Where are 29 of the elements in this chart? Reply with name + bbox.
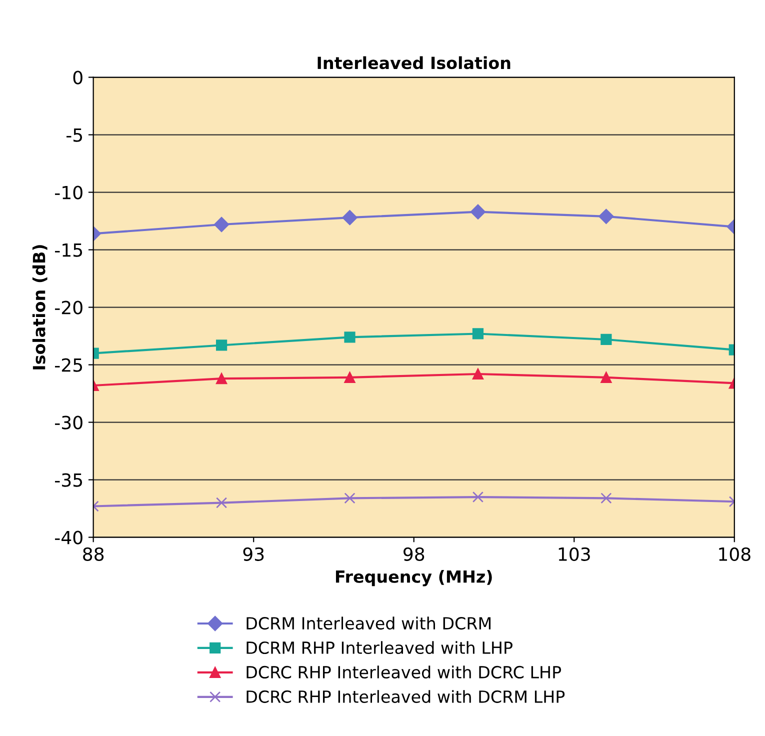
x-tick-label: 108 <box>719 547 750 561</box>
point <box>472 328 484 340</box>
y-tick-label: -15 <box>55 243 82 257</box>
point <box>344 372 356 383</box>
point <box>344 332 356 343</box>
legend-label: DCRM Interleaved with DCRM <box>246 616 491 630</box>
point <box>470 204 486 220</box>
point <box>342 210 358 226</box>
y-tick-label: -35 <box>55 473 82 487</box>
y-axis-title: Isolation (dB) <box>32 245 48 370</box>
x-axis-title: Frequency (MHz) <box>336 570 492 586</box>
x-tick-label: 93 <box>243 547 264 561</box>
x-tick-label: 98 <box>404 547 424 561</box>
legend-label: DCRC RHP Interleaved with DCRC LHP <box>246 666 562 679</box>
x-tick-label: 88 <box>83 547 104 561</box>
point <box>344 492 356 504</box>
y-tick-label: -5 <box>66 128 82 142</box>
point <box>472 491 484 503</box>
y-tick-label: -20 <box>55 300 82 314</box>
y-tick-label: -10 <box>55 186 82 200</box>
point <box>472 368 484 380</box>
y-tick-label: -30 <box>55 416 82 430</box>
x-tick-label: 103 <box>558 547 590 561</box>
y-tick-label: -25 <box>55 358 82 372</box>
legend-label: DCRC RHP Interleaved with DCRM LHP <box>246 690 565 703</box>
legend-label: DCRM RHP Interleaved with LHP <box>246 641 512 654</box>
y-tick-label: -40 <box>55 530 82 544</box>
chart-title: Interleaved Isolation <box>318 56 510 70</box>
y-tick-label: 0 <box>73 70 82 84</box>
